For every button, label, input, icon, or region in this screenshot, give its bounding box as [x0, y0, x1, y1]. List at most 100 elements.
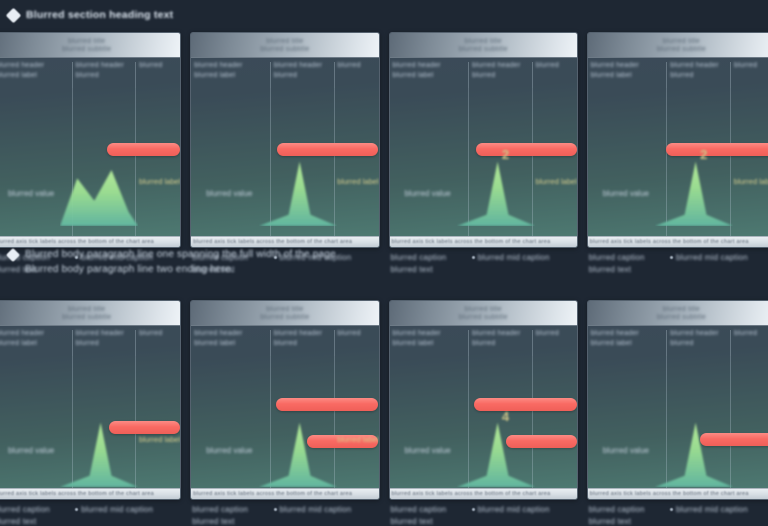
- card-titlebar: blurred title blurred subtitle: [0, 33, 181, 58]
- area-series-shape: [456, 156, 536, 236]
- area-series-shape: [258, 156, 338, 236]
- axis-tick-labels: blurred axis tick labels across the bott…: [391, 239, 551, 245]
- caption-mid-text: blurred mid caption: [477, 505, 550, 514]
- chart-plot-area[interactable]: blurred value blurred label: [191, 88, 378, 236]
- caption-bullet-icon: [670, 508, 674, 511]
- column-header-line-1: blurred header: [590, 62, 640, 69]
- column-header-line-1: blurred header: [670, 62, 719, 69]
- red-bar-upper[interactable]: [473, 398, 577, 412]
- card-caption-mid: blurred mid caption: [471, 505, 550, 514]
- area-series-shape: [60, 156, 139, 236]
- chart-plot-area[interactable]: blurred value blurred label 2: [390, 88, 577, 236]
- red-bar[interactable]: [109, 420, 181, 434]
- chart-panel[interactable]: blurred title blurred subtitle blurred hea…: [0, 300, 182, 526]
- grid-divider-line: [666, 88, 668, 236]
- paragraph-line-1: Blurred body paragraph line one spanning…: [25, 249, 336, 260]
- chart-panel[interactable]: blurred title blurred subtitle blurred hea…: [388, 32, 578, 274]
- card-titlebar: blurred title blurred subtitle: [587, 301, 768, 326]
- chart-plot-area[interactable]: blurred value 4: [390, 356, 577, 488]
- column-header-2: blurred header blurred: [468, 330, 532, 356]
- grid-divider-line: [135, 88, 137, 236]
- area-series-shape: [60, 417, 139, 488]
- red-bar[interactable]: [700, 432, 768, 446]
- chart-card[interactable]: blurred title blurred subtitle blurred hea…: [190, 300, 380, 500]
- axis-tick-labels: blurred axis tick labels across the bott…: [193, 491, 353, 497]
- chart-panel[interactable]: blurred title blurred subtitle blurred hea…: [0, 32, 182, 274]
- column-header-1: blurred header blurred label: [390, 330, 469, 356]
- yellow-annotation-label: blurred label: [337, 176, 379, 186]
- caption-line-2: blurred text: [192, 265, 235, 274]
- column-header-3: blurred: [531, 330, 577, 356]
- card-title-line-1: blurred title: [266, 37, 304, 45]
- chart-panel[interactable]: blurred title blurred subtitle blurred hea…: [586, 300, 768, 526]
- chart-card[interactable]: blurred title blurred subtitle blurred hea…: [0, 32, 182, 248]
- chart-plot-area[interactable]: blurred value blurred label: [191, 356, 378, 488]
- chart-panel[interactable]: blurred title blurred subtitle blurred hea…: [190, 32, 380, 274]
- caption-mid-text: blurred mid caption: [477, 253, 550, 262]
- card-caption-mid: blurred mid caption: [471, 253, 550, 262]
- chart-plot-area[interactable]: blurred value: [588, 356, 768, 488]
- red-bar-upper[interactable]: [275, 398, 379, 412]
- red-bar[interactable]: [475, 142, 577, 156]
- axis-tick-labels: blurred axis tick labels across the bott…: [391, 491, 551, 497]
- caption-line-2: blurred text: [192, 517, 235, 526]
- chart-card[interactable]: blurred title blurred subtitle blurred hea…: [388, 32, 578, 248]
- paragraph-line-2: Blurred body paragraph line two ending h…: [25, 264, 234, 275]
- caption-mid-text: blurred mid caption: [676, 505, 748, 514]
- caption-line-1: blurred caption: [390, 505, 447, 514]
- chart-card[interactable]: blurred title blurred subtitle blurred hea…: [586, 300, 768, 500]
- column-header-1: blurred header blurred label: [588, 330, 667, 356]
- column-header-2: blurred header blurred: [269, 330, 334, 356]
- red-bar[interactable]: [107, 142, 181, 156]
- column-header-line-1: blurred: [734, 330, 758, 337]
- chart-card[interactable]: blurred title blurred subtitle blurred hea…: [388, 300, 578, 500]
- card-titlebar: blurred title blurred subtitle: [191, 33, 379, 58]
- chart-plot-area[interactable]: blurred value blurred label 2: [588, 88, 768, 236]
- caption-bullet-icon: [75, 256, 79, 259]
- column-header-line-1: blurred header: [0, 330, 45, 337]
- chart-panel[interactable]: blurred title blurred subtitle blurred hea…: [586, 32, 768, 274]
- column-header-line-2: blurred label: [392, 340, 434, 347]
- column-header-row: blurred header blurred label blurred heade…: [191, 58, 378, 88]
- column-header-line-1: blurred header: [75, 330, 124, 337]
- card-titlebar: blurred title blurred subtitle: [389, 301, 577, 326]
- yellow-annotation-label: blurred label: [139, 176, 181, 186]
- column-header-3: blurred: [333, 330, 379, 356]
- caption-mid-text: blurred mid caption: [81, 505, 154, 514]
- column-header-line-1: blurred: [535, 330, 559, 337]
- column-header-row: blurred header blurred label blurred heade…: [390, 58, 577, 88]
- column-header-2: blurred header blurred: [666, 330, 730, 356]
- column-header-line-1: blurred header: [392, 330, 441, 337]
- caption-line-1: blurred caption: [588, 253, 645, 262]
- column-header-3: blurred: [531, 62, 577, 88]
- chart-panel[interactable]: blurred title blurred subtitle blurred hea…: [388, 300, 578, 526]
- card-caption: blurred caption blurred text: [0, 505, 50, 526]
- red-bar-lower[interactable]: [505, 435, 577, 449]
- column-header-line-1: blurred: [139, 330, 163, 337]
- grid-divider-line: [531, 356, 533, 488]
- chart-panel[interactable]: blurred title blurred subtitle blurred hea…: [190, 300, 380, 526]
- caption-bullet-icon: [471, 256, 475, 259]
- grid-divider-line: [666, 356, 668, 488]
- card-caption-mid: blurred mid caption: [670, 505, 748, 514]
- red-bar[interactable]: [277, 142, 379, 156]
- chart-card[interactable]: blurred title blurred subtitle blurred hea…: [0, 300, 182, 500]
- value-label: blurred value: [7, 188, 55, 198]
- chart-plot-area[interactable]: blurred value blurred label: [0, 88, 180, 236]
- value-label: blurred value: [404, 188, 451, 198]
- axis-tick-labels: blurred axis tick labels across the bott…: [0, 491, 154, 497]
- chart-plot-area[interactable]: blurred value blurred label: [0, 356, 180, 488]
- grid-divider-line: [333, 88, 335, 236]
- card-title-line-2: blurred subtitle: [260, 45, 310, 53]
- card-title-line-1: blurred title: [68, 37, 106, 45]
- chart-axis-strip: blurred axis tick labels across the bott…: [587, 488, 768, 499]
- chart-axis-strip: blurred axis tick labels across the bott…: [389, 488, 577, 499]
- chart-card[interactable]: blurred title blurred subtitle blurred hea…: [586, 32, 768, 248]
- red-bar-lower[interactable]: [307, 435, 379, 449]
- chart-card[interactable]: blurred title blurred subtitle blurred hea…: [190, 32, 380, 248]
- column-header-line-1: blurred header: [273, 62, 323, 69]
- column-header-1: blurred header blurred label: [191, 62, 270, 88]
- red-bar[interactable]: [666, 142, 768, 156]
- caption-bullet-icon: [273, 256, 277, 259]
- yellow-annotation-number: 2: [700, 147, 708, 163]
